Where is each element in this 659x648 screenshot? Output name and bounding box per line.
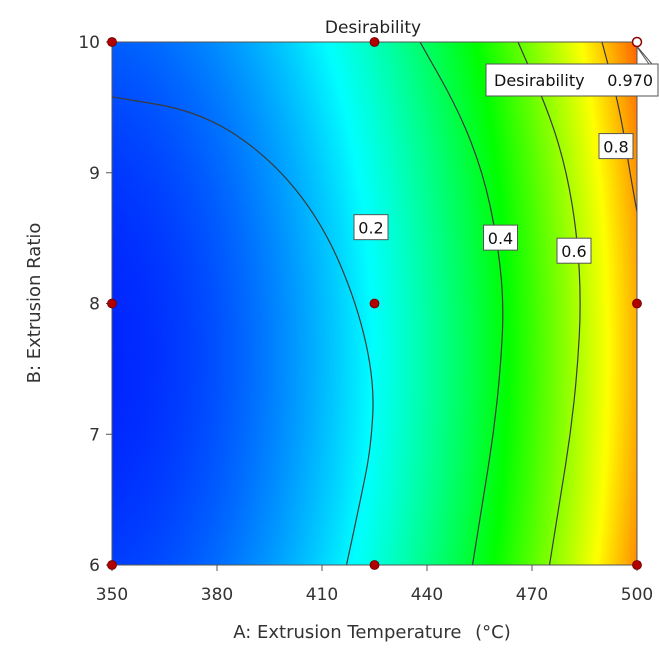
x-tick-label: 410 — [306, 585, 338, 605]
x-tick-label: 470 — [516, 585, 548, 605]
optimum-point — [631, 36, 643, 48]
contour-label-box — [598, 133, 634, 160]
x-tick-label: 440 — [411, 585, 443, 605]
contour-line-0.8 — [601, 42, 637, 213]
x-axis-ticks: 350 380 410 440 470 500 — [96, 565, 653, 605]
design-point — [369, 37, 380, 47]
callout-value: 0.970 — [607, 71, 653, 90]
contour-label-box — [483, 224, 518, 251]
contour-label-0.6: 0.6 — [556, 237, 592, 264]
y-tick-label: 10 — [78, 33, 100, 53]
y-tick-label: 7 — [89, 425, 100, 445]
design-point — [107, 37, 117, 47]
contour-label-0.4: 0.4 — [483, 224, 518, 251]
contour-line-0.6 — [517, 42, 581, 565]
x-tick-label: 380 — [201, 585, 233, 605]
x-axis-title-unit: (°C) — [475, 622, 511, 643]
contour-label-0.2: 0.2 — [353, 214, 389, 241]
y-tick-label: 8 — [89, 295, 100, 315]
callout-box — [485, 63, 659, 97]
contour-line-0.2 — [112, 96, 374, 565]
contour-label-text: 0.6 — [561, 242, 586, 261]
contour-line-0.4 — [419, 42, 504, 565]
design-points — [107, 37, 642, 570]
y-tick-label: 6 — [89, 556, 100, 576]
design-point — [369, 298, 380, 309]
contour-lines — [112, 42, 637, 565]
y-axis-ticks: 6 7 8 9 10 — [78, 33, 112, 576]
chart-title: Desirability — [325, 18, 421, 38]
contour-label-text: 0.2 — [358, 219, 383, 238]
x-axis-title: A: Extrusion Temperature (°C) — [233, 622, 511, 643]
x-tick-label: 350 — [96, 585, 128, 605]
design-point — [107, 298, 117, 309]
contour-label-text: 0.8 — [603, 138, 628, 157]
optimum-callout: Desirability 0.970 — [485, 36, 659, 97]
callout-label: Desirability — [494, 71, 585, 90]
y-axis-title: B: Extrusion Ratio — [24, 223, 45, 384]
design-point — [632, 298, 642, 309]
contour-label-box — [353, 214, 389, 241]
x-tick-label: 500 — [621, 585, 653, 605]
design-point — [632, 560, 642, 570]
contour-label-0.8: 0.8 — [598, 133, 634, 160]
y-tick-label: 9 — [89, 164, 100, 184]
design-point — [107, 560, 117, 570]
contour-label-box — [556, 237, 592, 264]
x-axis-title-text: A: Extrusion Temperature — [233, 622, 461, 643]
design-point — [369, 560, 380, 570]
contour-labels: 0.2 0.4 0.6 0.8 — [353, 133, 634, 264]
contour-label-text: 0.4 — [488, 229, 513, 248]
